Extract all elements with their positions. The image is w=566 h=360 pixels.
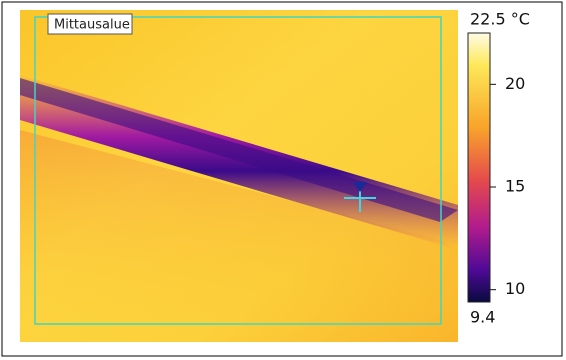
scale-tick-label: 20 <box>505 74 525 93</box>
thermal-view: Mittausalue 22.5 °C 9.4 20 15 10 <box>0 0 566 360</box>
scale-min-label: 9.4 <box>470 308 495 327</box>
scale-tick-label: 15 <box>505 177 525 196</box>
scale-max-label: 22.5 °C <box>470 10 530 29</box>
page: Mittausalue 22.5 °C 9.4 201510 (() => { … <box>0 0 566 360</box>
color-scale <box>468 33 490 302</box>
scale-tick-label: 10 <box>505 279 525 298</box>
area-label: Mittausalue <box>54 18 130 33</box>
